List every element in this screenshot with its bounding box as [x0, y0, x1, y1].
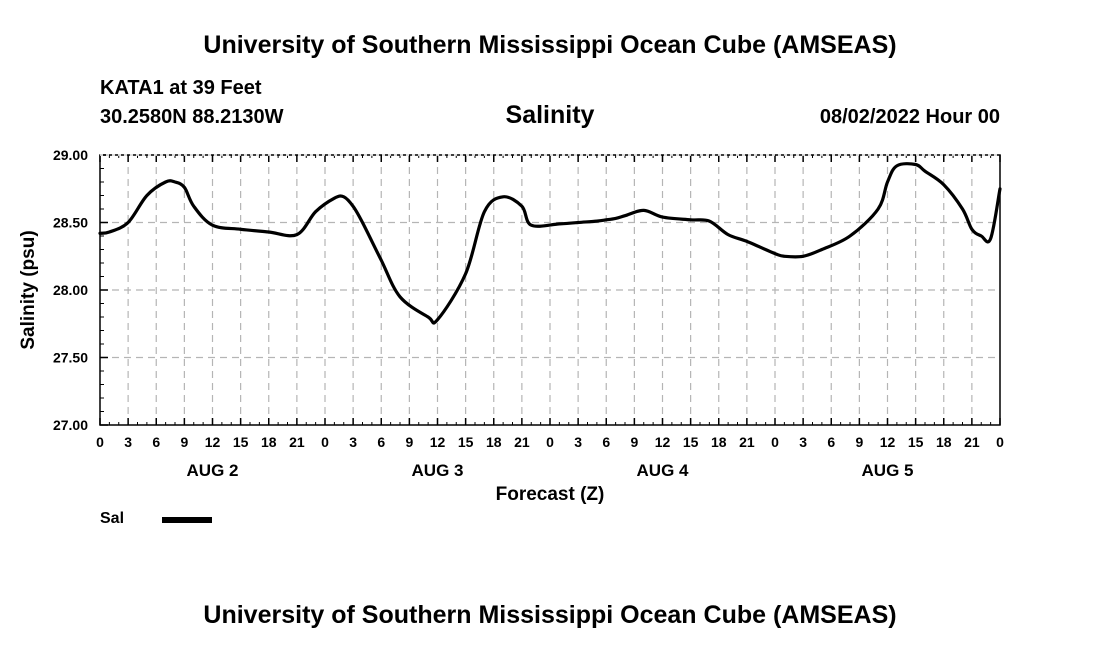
- x-tick-label: 9: [630, 434, 638, 450]
- x-tick-label: 18: [261, 434, 277, 450]
- x-tick-label: 6: [377, 434, 385, 450]
- x-tick-label: 21: [289, 434, 305, 450]
- x-tick-label: 12: [880, 434, 896, 450]
- x-tick-label: 21: [964, 434, 980, 450]
- x-tick-label: 3: [349, 434, 357, 450]
- x-tick-label: 0: [996, 434, 1004, 450]
- station-label: KATA1 at 39 Feet: [100, 77, 262, 99]
- x-tick-label: 6: [827, 434, 835, 450]
- x-tick-label: 0: [546, 434, 554, 450]
- x-tick-label: 6: [152, 434, 160, 450]
- x-tick-label: 0: [321, 434, 329, 450]
- bottom-title: University of Southern Mississippi Ocean…: [203, 601, 897, 629]
- series-line-sal: [98, 162, 1002, 325]
- x-tick-label: 12: [430, 434, 446, 450]
- x-tick-label: 0: [96, 434, 104, 450]
- x-tick-label: 9: [180, 434, 188, 450]
- tick-labels: 0 3 6 9 12 15 18 21 0 3 6 9 12 15 18 21 0 3 6 9 12 15 18 21 0 3 6 9…: [53, 147, 1004, 480]
- y-axis-title: Salinity (psu): [18, 230, 39, 349]
- x-tick-label: 15: [458, 434, 474, 450]
- x-tick-label: 18: [711, 434, 727, 450]
- forecast-datetime: 08/02/2022 Hour 00: [819, 106, 1000, 128]
- x-tick-label: 9: [405, 434, 413, 450]
- x-tick-label: 15: [908, 434, 924, 450]
- y-tick-label: 27.50: [53, 350, 88, 366]
- chart-title: Salinity: [505, 101, 595, 129]
- legend-label-sal: Sal: [100, 510, 125, 527]
- y-tick-label: 27.00: [53, 417, 88, 433]
- x-tick-label: 6: [602, 434, 610, 450]
- top-title: University of Southern Mississippi Ocean…: [203, 31, 897, 59]
- x-tick-label: 3: [124, 434, 132, 450]
- x-tick-label: 15: [683, 434, 699, 450]
- y-tick-label: 29.00: [53, 147, 88, 163]
- x-tick-label: 18: [486, 434, 502, 450]
- y-tick-label: 28.50: [53, 215, 88, 231]
- x-tick-label: 18: [936, 434, 952, 450]
- axes: [99, 154, 1001, 426]
- x-tick-label: 12: [655, 434, 671, 450]
- day-label: AUG 2: [187, 461, 239, 480]
- x-tick-label: 0: [771, 434, 779, 450]
- grid-lines: [100, 155, 1000, 425]
- x-tick-label: 15: [233, 434, 249, 450]
- x-tick-label: 21: [514, 434, 530, 450]
- x-tick-label: 21: [739, 434, 755, 450]
- y-tick-label: 28.00: [53, 282, 88, 298]
- legend-swatch-sal: [162, 517, 212, 523]
- series-layer: [98, 162, 1002, 325]
- day-label: AUG 4: [637, 461, 690, 480]
- x-tick-label: 3: [799, 434, 807, 450]
- x-tick-label: 12: [205, 434, 221, 450]
- x-tick-label: 3: [574, 434, 582, 450]
- x-tick-label: 9: [855, 434, 863, 450]
- x-axis-title: Forecast (Z): [496, 484, 605, 505]
- coordinates-label: 30.2580N 88.2130W: [100, 106, 284, 128]
- day-label: AUG 3: [412, 461, 464, 480]
- day-label: AUG 5: [862, 461, 914, 480]
